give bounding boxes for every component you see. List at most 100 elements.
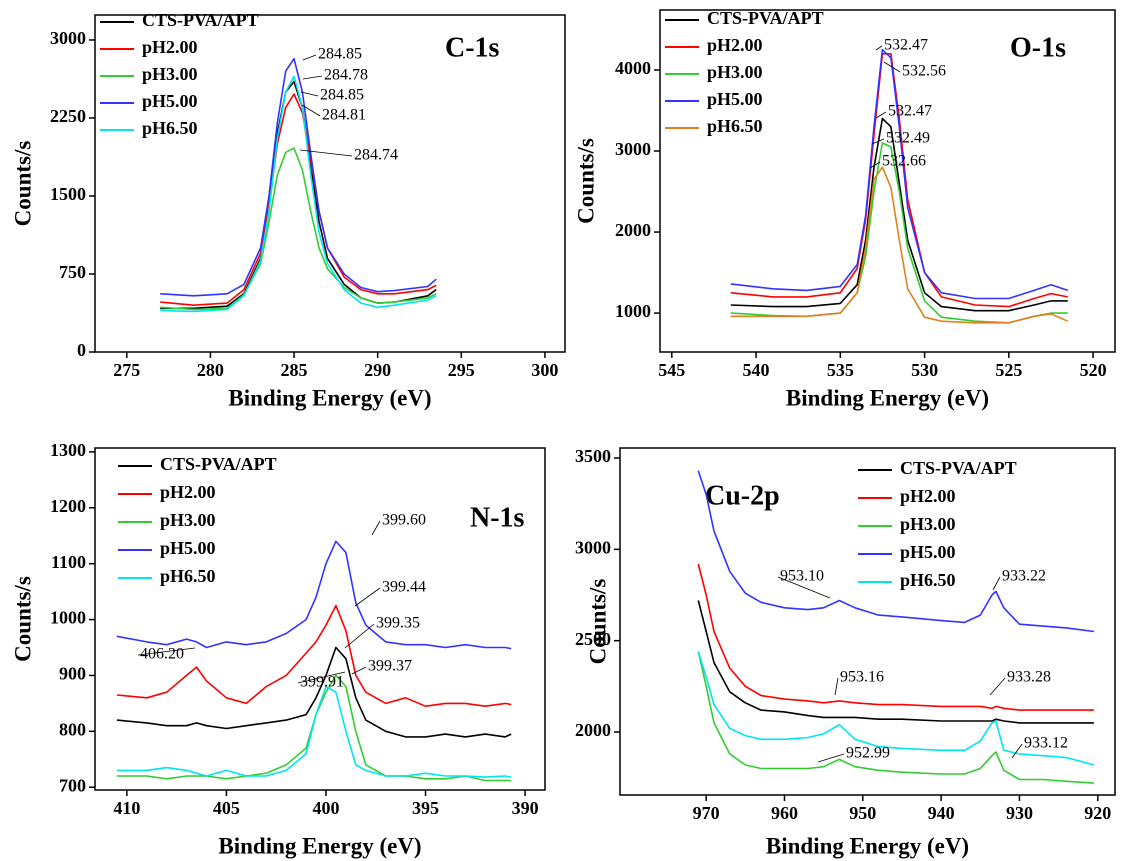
series-line (730, 166, 1069, 324)
peak-annotation: 532.47 (884, 37, 928, 54)
series-line (160, 75, 437, 313)
peak-annotation: 933.28 (1007, 669, 1051, 686)
legend-label: pH3.00 (160, 510, 216, 530)
panel: 410 405 400 395 390 700 800 900 1000 1100 1200 1300… (10, 440, 546, 858)
y-tick-label: 4000 (615, 58, 651, 78)
peak-annotation: 399.91 (300, 674, 344, 691)
series-line (730, 48, 1069, 300)
y-tick-label: 750 (59, 262, 86, 282)
legend-label: CTS-PVA/APT (900, 458, 1017, 478)
x-tick-label: 300 (531, 360, 558, 380)
x-tick-label: 930 (1006, 803, 1033, 823)
legend-label: pH2.00 (142, 37, 198, 57)
x-tick-label: 920 (1084, 803, 1111, 823)
x-tick-label: 540 (743, 360, 770, 380)
annotation-leader (834, 677, 839, 696)
y-tick-label: 800 (59, 719, 86, 739)
panel: 275 280 285 290 295 3000750150022503000Bindin… (10, 10, 566, 410)
x-tick-label: 400 (312, 798, 339, 818)
annotation-leader (301, 104, 321, 117)
series-line (116, 685, 512, 778)
x-tick-label: 535 (827, 360, 854, 380)
x-tick-label: 950 (849, 803, 876, 823)
annotation-leader (871, 138, 885, 145)
annotation-leader (351, 666, 367, 675)
y-tick-label: 1500 (50, 184, 86, 204)
peak-annotation: 399.44 (382, 579, 426, 596)
x-tick-label: 275 (113, 360, 140, 380)
x-tick-label: 940 (928, 803, 955, 823)
annotation-leader (302, 54, 317, 61)
annotation-leader (354, 587, 381, 607)
legend-label: pH6.50 (707, 116, 763, 136)
y-tick-label: 1100 (51, 552, 86, 572)
y-tick-label: 3000 (50, 28, 86, 48)
peak-annotation: 399.60 (382, 512, 426, 529)
plot-frame (659, 9, 1116, 353)
y-tick-label: 3500 (575, 446, 611, 466)
x-tick-label: 410 (113, 798, 140, 818)
legend-label: pH6.50 (142, 118, 198, 138)
peak-annotation: 532.66 (882, 153, 926, 170)
series-line (697, 600, 1094, 724)
series-line (697, 651, 1095, 766)
peak-annotation: 532.47 (888, 103, 932, 120)
legend-label: pH5.00 (142, 91, 198, 111)
y-tick-label: 1000 (615, 301, 651, 321)
y-tick-label: 2250 (50, 106, 86, 126)
legend-label: pH6.50 (900, 570, 956, 590)
series-line (697, 651, 1094, 784)
series-line (116, 674, 512, 782)
x-tick-label: 295 (448, 360, 475, 380)
series-line (160, 93, 437, 306)
legend-label: pH3.00 (900, 514, 956, 534)
legend-label: pH5.00 (707, 89, 763, 109)
peak-annotation: 532.49 (886, 130, 930, 147)
panel: 970 960 950 940 930 920 2000 2500 3000 3500 Bindin… (575, 446, 1116, 858)
y-tick-label: 3000 (575, 537, 611, 557)
annotation-leader (1011, 743, 1023, 759)
peak-annotation: 953.16 (840, 669, 884, 686)
series-line (160, 147, 437, 311)
annotation-leader (302, 75, 323, 80)
series-line (697, 470, 1095, 633)
x-tick-label: 290 (364, 360, 391, 380)
peak-annotation: 399.37 (368, 658, 412, 675)
legend-label: pH2.00 (707, 35, 763, 55)
x-axis-label: Binding Energy (eV) (786, 385, 989, 410)
annotation-leader (344, 623, 375, 649)
annotation-leader (869, 161, 881, 169)
y-tick-label: 0 (77, 340, 86, 360)
plot-frame (619, 447, 1116, 796)
annotation-leader (297, 671, 346, 684)
legend-label: CTS-PVA/APT (142, 10, 259, 30)
x-tick-label: 520 (1080, 360, 1107, 380)
y-tick-label: 1000 (50, 608, 86, 628)
x-tick-label: 395 (412, 798, 439, 818)
y-tick-label: 700 (59, 775, 86, 795)
panel-label: O-1s (1010, 32, 1066, 63)
x-axis-label: Binding Energy (eV) (766, 833, 969, 858)
peak-annotation: 952.99 (846, 745, 890, 762)
x-tick-label: 390 (512, 798, 539, 818)
peak-annotation: 953.10 (780, 568, 824, 585)
series-line (160, 80, 437, 310)
y-axis-label: Counts/s (10, 576, 35, 662)
annotation-leader (883, 61, 901, 73)
peak-annotation: 933.12 (1024, 735, 1068, 752)
peak-annotation: 933.22 (1002, 568, 1046, 585)
panel: 545 540 535 530 525 520 1000 2000 3000 4000 Bindin… (573, 8, 1116, 410)
annotation-leader (817, 753, 845, 763)
peak-annotation: 399.35 (376, 615, 420, 632)
y-tick-label: 2500 (575, 629, 611, 649)
y-axis-label: Counts/s (573, 138, 598, 224)
y-axis-label: Counts/s (10, 141, 35, 227)
peak-annotation: 284.85 (318, 46, 362, 63)
peak-annotation: 284.74 (354, 147, 398, 164)
y-tick-label: 2000 (575, 720, 611, 740)
y-tick-label: 2000 (615, 220, 651, 240)
annotation-leader (137, 647, 196, 656)
x-tick-label: 280 (197, 360, 224, 380)
annotation-leader (875, 45, 883, 51)
